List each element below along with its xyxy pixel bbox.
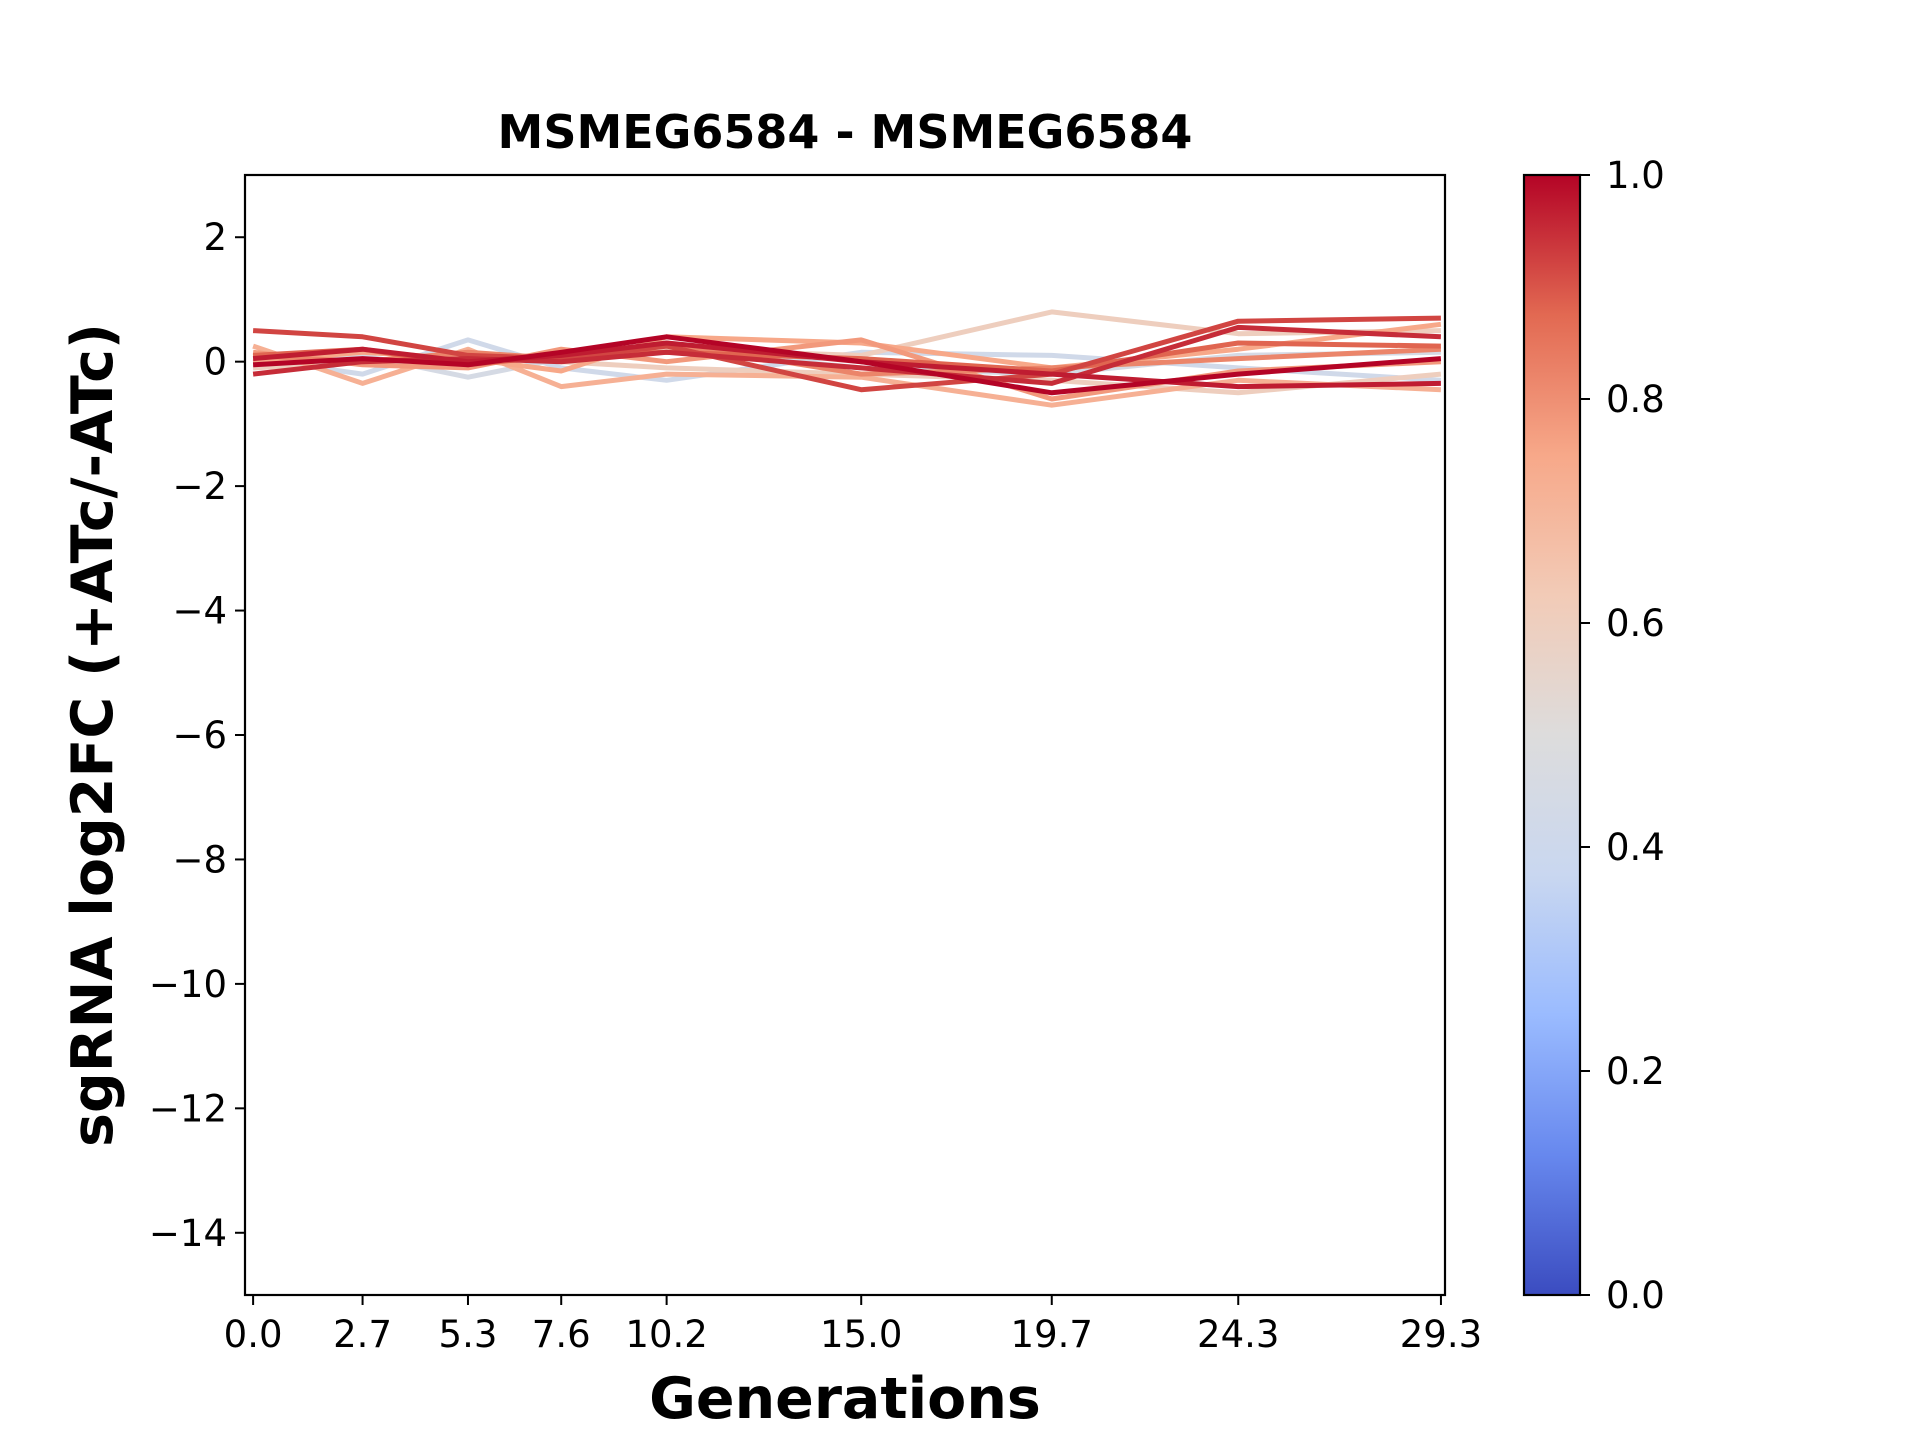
x-tick-label: 29.3 — [1400, 1313, 1482, 1356]
y-tick-label: 2 — [203, 216, 227, 259]
series-line-10 — [252, 315, 1441, 393]
x-tick-label: 10.2 — [625, 1313, 707, 1356]
x-tick-label: 0.0 — [224, 1313, 283, 1356]
colorbar-tick-label: 0.8 — [1606, 378, 1665, 421]
x-tick-label: 5.3 — [439, 1313, 498, 1356]
series-line-5 — [252, 343, 1442, 408]
colorbar-axis: 0.0 0.2 0.4 0.6 0.8 1.0 — [1580, 154, 1665, 1317]
colorbar — [1522, 173, 1582, 1297]
series-layer — [252, 309, 1442, 408]
y-tick-label: −14 — [149, 1212, 227, 1255]
y-tick-label: −6 — [172, 714, 227, 757]
y-tick-label: −10 — [149, 963, 227, 1006]
colorbar-tick-label: 0.4 — [1606, 826, 1665, 869]
x-tick-label: 19.7 — [1011, 1313, 1093, 1356]
x-axis: 0.0 2.7 5.3 7.6 10.2 15.0 19.7 24.3 29.3 — [224, 1295, 1482, 1356]
colorbar-tick-label: 0.6 — [1606, 602, 1665, 645]
y-axis-label: sgRNA log2FC (+ATc/-ATc) — [60, 323, 126, 1147]
x-tick-label: 2.7 — [333, 1313, 392, 1356]
colorbar-tick-label: 0.2 — [1606, 1050, 1665, 1093]
x-tick-label: 15.0 — [820, 1313, 902, 1356]
x-tick-label: 7.6 — [532, 1313, 591, 1356]
y-tick-label: 0 — [203, 341, 227, 384]
y-axis: 2 0 −2 −4 −6 −8 −10 −12 −14 — [149, 216, 245, 1255]
x-axis-label: Generations — [649, 1366, 1041, 1432]
y-tick-label: −2 — [172, 465, 227, 508]
chart-title: MSMEG6584 - MSMEG6584 — [498, 105, 1193, 159]
colorbar-tick-label: 1.0 — [1606, 154, 1665, 197]
y-tick-label: −8 — [172, 838, 227, 881]
x-tick-label: 24.3 — [1197, 1313, 1279, 1356]
series-line-13 — [252, 334, 1442, 396]
colorbar-tick-label: 0.0 — [1606, 1274, 1665, 1317]
y-tick-label: −12 — [149, 1087, 227, 1130]
y-tick-label: −4 — [172, 590, 227, 633]
